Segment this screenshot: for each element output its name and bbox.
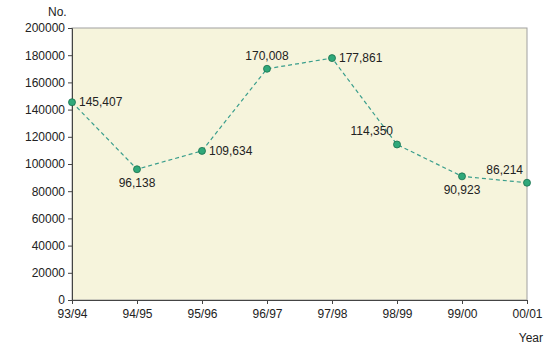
x-tick: 00/01 xyxy=(512,300,542,321)
x-tick-mark xyxy=(527,300,528,304)
x-tick: 94/95 xyxy=(122,300,152,321)
x-tick-label: 95/96 xyxy=(187,307,217,321)
x-axis: 93/94 94/95 95/96 96/97 97/98 98/99 99/00 00/01 xyxy=(57,300,542,321)
data-label: 170,008 xyxy=(245,49,289,63)
y-tick-label: 80000 xyxy=(32,185,66,199)
point-marker xyxy=(394,141,401,148)
x-tick: 96/97 xyxy=(252,300,282,321)
y-tick-mark xyxy=(68,164,72,165)
y-tick-label: 120000 xyxy=(25,130,65,144)
y-tick-mark xyxy=(68,300,72,301)
y-axis: 0 20000 40000 60000 80000 100000 120000 140000 1… xyxy=(25,21,73,307)
point-marker xyxy=(69,99,76,106)
series-line xyxy=(72,58,527,183)
x-tick: 97/98 xyxy=(317,300,347,321)
y-tick-label: 40000 xyxy=(32,239,66,253)
y-tick: 20000 xyxy=(32,266,72,280)
y-tick-mark xyxy=(68,28,72,29)
y-tick-label: 0 xyxy=(58,293,65,307)
y-tick-mark xyxy=(68,110,72,111)
x-tick-label: 99/00 xyxy=(447,307,477,321)
y-tick-label: 180000 xyxy=(25,49,65,63)
y-axis-line xyxy=(68,29,73,301)
y-tick: 120000 xyxy=(25,130,72,144)
point-marker xyxy=(199,147,206,154)
y-tick-label: 60000 xyxy=(32,212,66,226)
x-tick: 93/94 xyxy=(57,300,87,321)
x-tick-mark xyxy=(462,300,463,304)
x-tick: 95/96 xyxy=(187,300,217,321)
point-marker xyxy=(459,173,466,180)
y-tick: 100000 xyxy=(25,157,72,171)
y-tick: 140000 xyxy=(25,103,72,117)
x-tick: 99/00 xyxy=(447,300,477,321)
x-tick-mark xyxy=(202,300,203,304)
point-marker xyxy=(329,55,336,62)
x-tick-label: 98/99 xyxy=(382,307,412,321)
x-tick-mark xyxy=(137,300,138,304)
point-marker xyxy=(524,179,531,186)
y-tick-mark xyxy=(68,246,72,247)
data-label: 177,861 xyxy=(339,51,383,65)
y-tick-label: 100000 xyxy=(25,157,65,171)
y-tick-label: 200000 xyxy=(25,21,65,35)
y-tick: 80000 xyxy=(32,185,72,199)
y-tick-label: 140000 xyxy=(25,103,65,117)
x-tick-label: 97/98 xyxy=(317,307,347,321)
x-tick-mark xyxy=(397,300,398,304)
y-tick: 180000 xyxy=(25,49,72,63)
y-tick: 60000 xyxy=(32,212,72,226)
y-tick-mark xyxy=(68,191,72,192)
y-tick-label: 160000 xyxy=(25,76,65,90)
x-tick: 98/99 xyxy=(382,300,412,321)
data-label: 86,214 xyxy=(486,163,523,177)
marks xyxy=(69,55,531,187)
data-label: 114,350 xyxy=(351,124,394,138)
chart: 0 20000 40000 60000 80000 100000 120000 140000 1… xyxy=(0,0,547,348)
x-tick-label: 00/01 xyxy=(512,307,542,321)
y-tick: 160000 xyxy=(25,76,72,90)
y-tick: 40000 xyxy=(32,239,72,253)
x-tick-mark xyxy=(267,300,268,304)
x-axis-title: Year xyxy=(519,331,543,345)
data-label: 96,138 xyxy=(119,176,156,190)
x-tick-label: 94/95 xyxy=(122,307,152,321)
plot-background xyxy=(72,28,527,300)
data-label: 90,923 xyxy=(444,183,481,197)
y-tick-mark xyxy=(68,55,72,56)
y-tick-mark xyxy=(68,137,72,138)
x-tick-mark xyxy=(332,300,333,304)
point-marker xyxy=(134,166,141,173)
y-axis-title: No. xyxy=(48,5,67,19)
y-tick: 200000 xyxy=(25,21,72,35)
data-label: 109,634 xyxy=(209,144,253,158)
x-tick-mark xyxy=(72,300,73,304)
x-tick-label: 93/94 xyxy=(57,307,87,321)
data-labels: 145,407 96,138 109,634 170,008 177,861 114,35… xyxy=(79,49,523,198)
y-tick-label: 20000 xyxy=(32,266,66,280)
y-tick-mark xyxy=(68,82,72,83)
y-tick-mark xyxy=(68,218,72,219)
x-axis-line xyxy=(73,301,528,305)
x-tick-label: 96/97 xyxy=(252,307,282,321)
plot: 0 20000 40000 60000 80000 100000 120000 140000 1… xyxy=(25,21,543,320)
point-marker xyxy=(264,65,271,72)
y-tick-mark xyxy=(68,273,72,274)
y-tick: 0 xyxy=(58,293,72,307)
data-label: 145,407 xyxy=(79,95,123,109)
